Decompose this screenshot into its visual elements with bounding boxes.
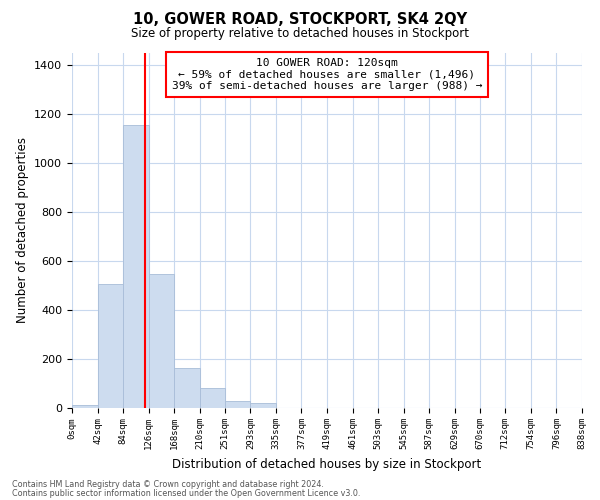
Bar [72, 405, 98, 407]
Bar [149, 274, 174, 407]
Text: Size of property relative to detached houses in Stockport: Size of property relative to detached ho… [131, 28, 469, 40]
Bar [200, 388, 225, 407]
Y-axis label: Number of detached properties: Number of detached properties [16, 137, 29, 323]
Bar [123, 124, 149, 408]
Bar [225, 402, 250, 407]
Text: Contains HM Land Registry data © Crown copyright and database right 2024.: Contains HM Land Registry data © Crown c… [12, 480, 324, 489]
X-axis label: Distribution of detached houses by size in Stockport: Distribution of detached houses by size … [172, 458, 482, 471]
Text: 10, GOWER ROAD, STOCKPORT, SK4 2QY: 10, GOWER ROAD, STOCKPORT, SK4 2QY [133, 12, 467, 28]
Bar [250, 402, 276, 407]
Bar [98, 284, 123, 408]
Text: 10 GOWER ROAD: 120sqm
← 59% of detached houses are smaller (1,496)
39% of semi-d: 10 GOWER ROAD: 120sqm ← 59% of detached … [172, 58, 482, 91]
Bar [174, 368, 200, 408]
Text: Contains public sector information licensed under the Open Government Licence v3: Contains public sector information licen… [12, 488, 361, 498]
